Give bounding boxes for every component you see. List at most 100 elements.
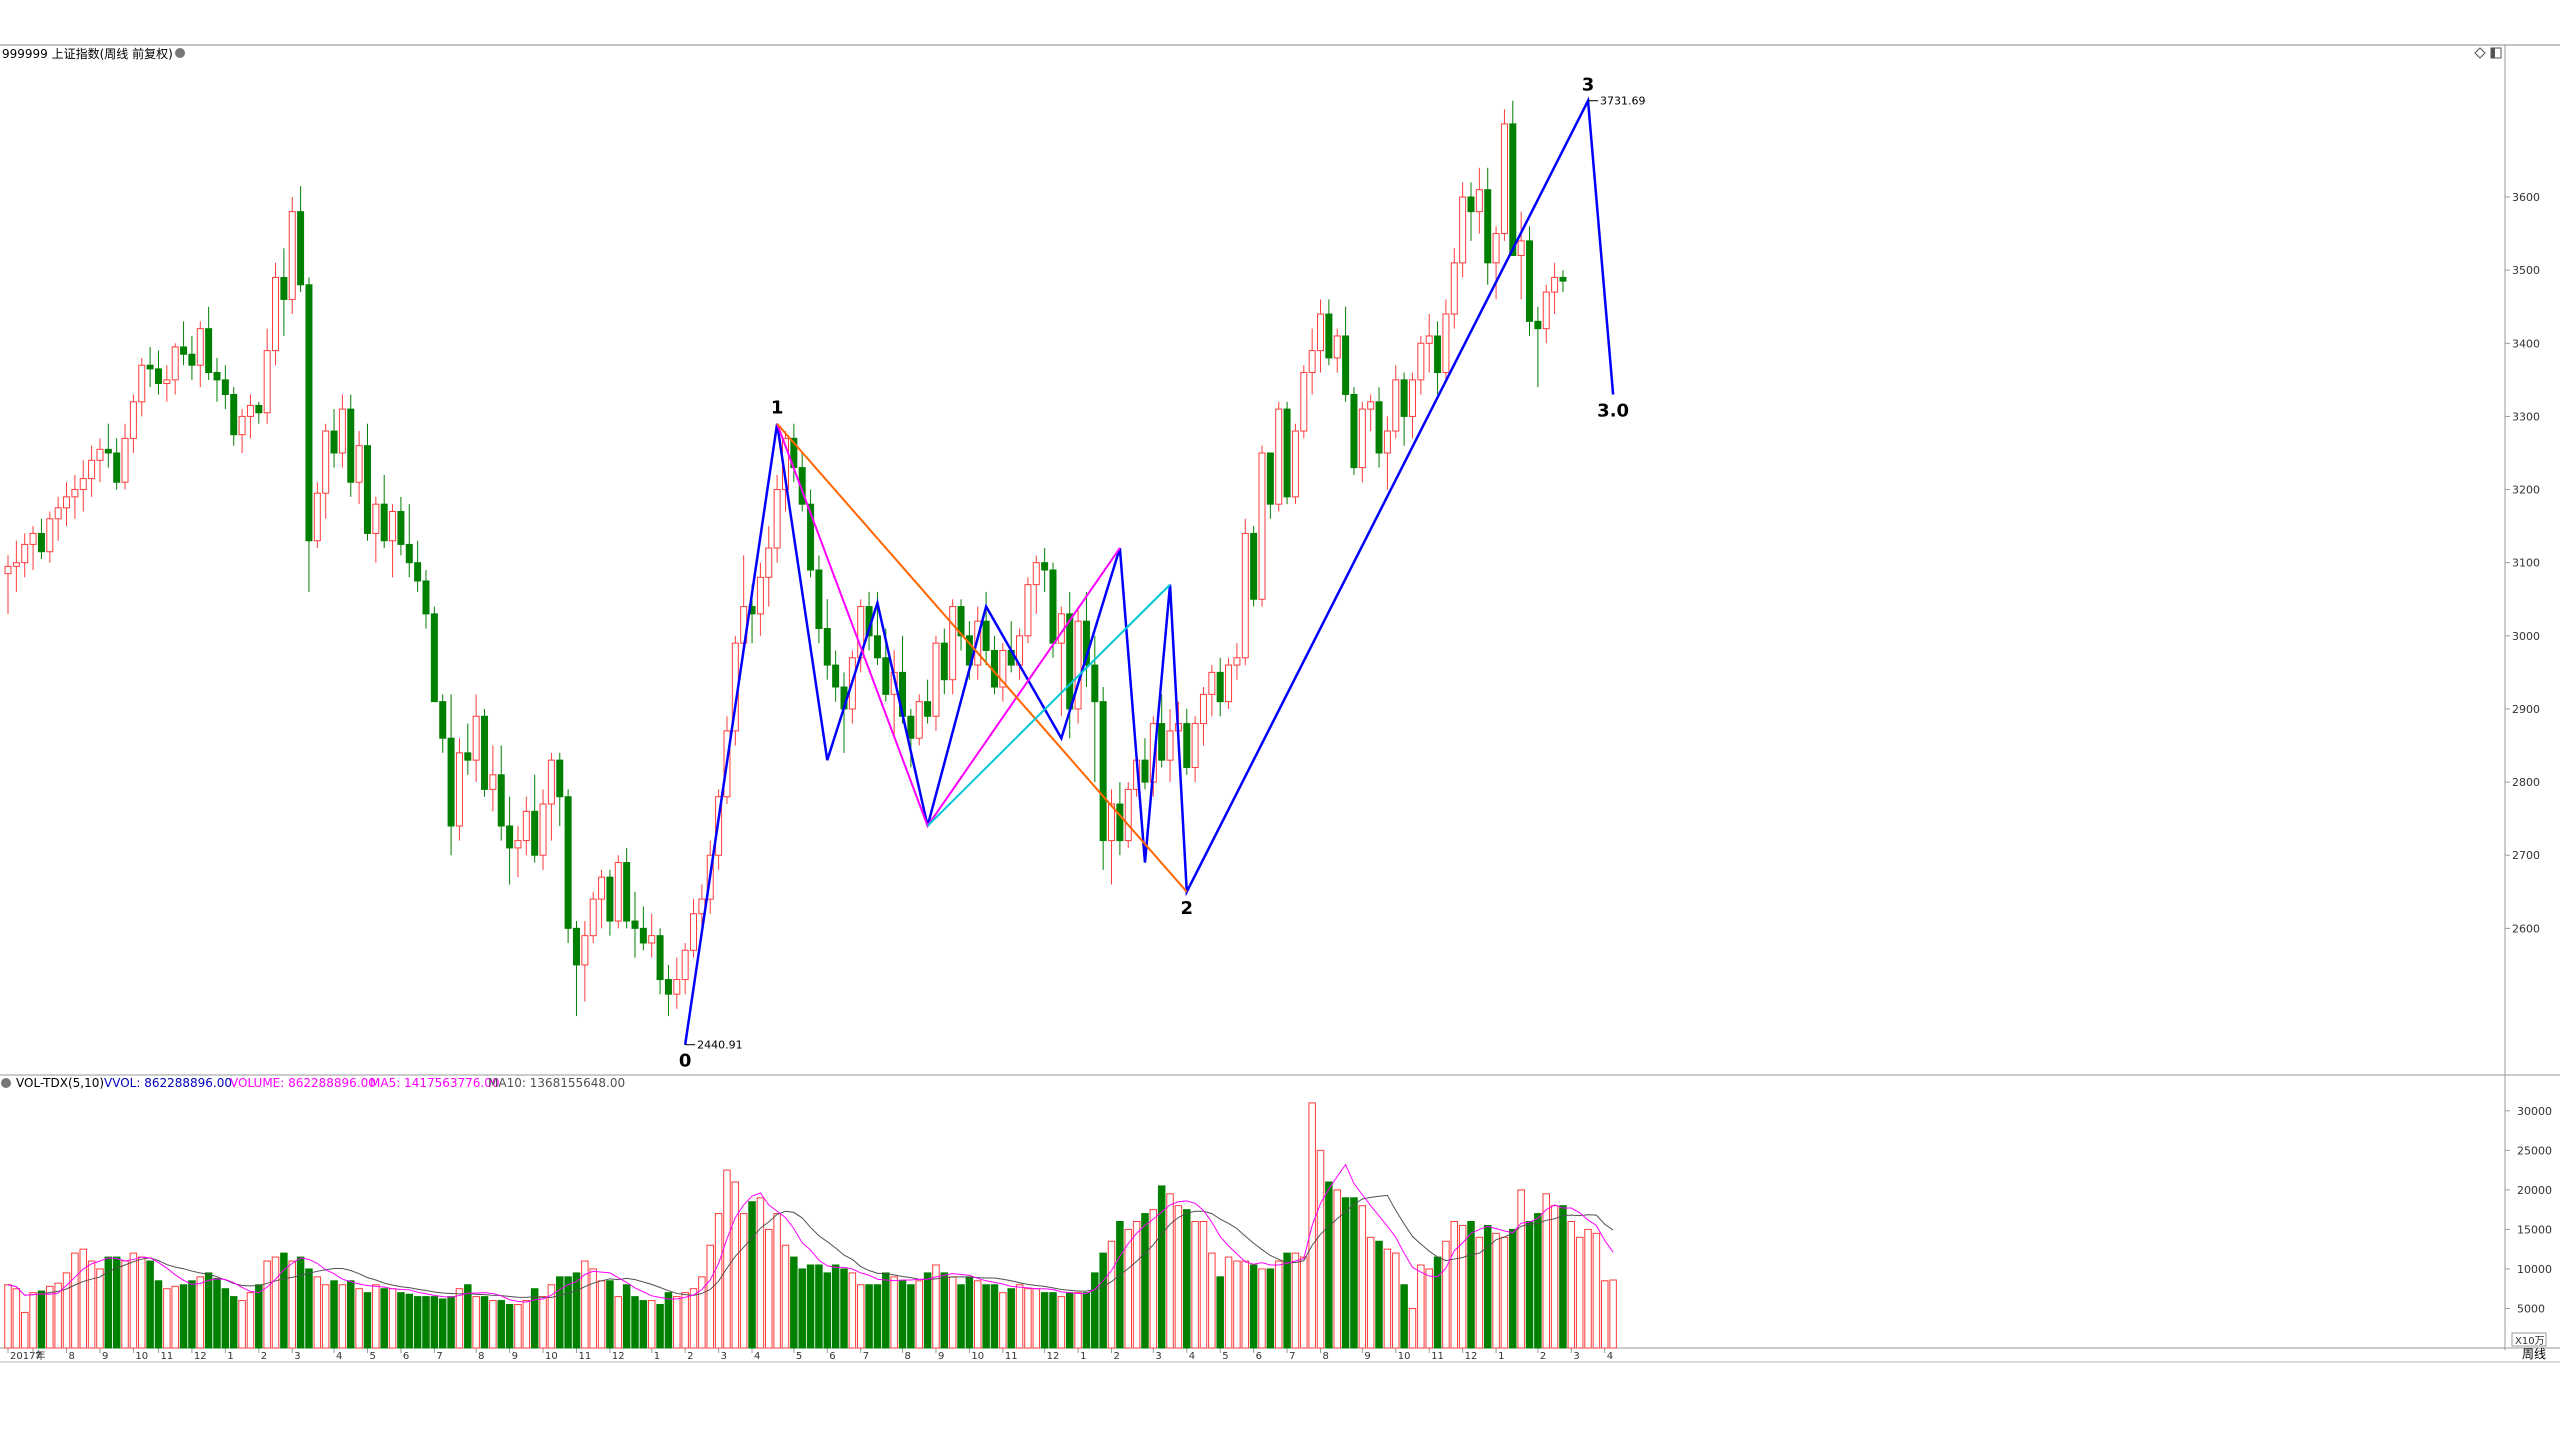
date-tick-label: 12: [194, 1351, 207, 1362]
price-tick-label: 2700: [2512, 849, 2540, 862]
volume-bar-up: [706, 1244, 714, 1349]
volume-bar-up: [171, 1285, 179, 1349]
candle-body-up: [539, 803, 547, 856]
candle-body-down: [631, 920, 639, 929]
date-tick-label: 9: [1364, 1351, 1370, 1362]
date-tick-label: 5: [369, 1351, 375, 1362]
volume-bar-up: [1567, 1221, 1576, 1349]
volume-bar-down: [464, 1284, 472, 1349]
volume-bar-up: [1241, 1260, 1250, 1349]
period-label[interactable]: 周线: [2522, 1347, 2546, 1361]
settings-icon[interactable]: [175, 48, 185, 58]
volume-bar-up: [71, 1252, 79, 1349]
candle-body-down: [664, 979, 672, 995]
price-tick-label: 3300: [2512, 410, 2540, 423]
panel-toggle-icon[interactable]: [2490, 47, 2502, 59]
volume-bar-up: [915, 1280, 923, 1349]
candle-body-down: [464, 752, 472, 761]
candle-body-down: [1041, 562, 1049, 571]
volume-bar-up: [739, 1213, 748, 1349]
candle-body-up: [288, 211, 296, 300]
volume-bar-up: [246, 1292, 255, 1349]
wave-label: 3.0: [1597, 400, 1629, 421]
volume-bar-down: [405, 1293, 414, 1349]
volume-bar-up: [1166, 1193, 1174, 1349]
volume-bar-up: [547, 1284, 556, 1349]
candle-body-down: [1375, 401, 1383, 454]
candle-body-down: [506, 825, 514, 849]
volume-bar-down: [1375, 1240, 1383, 1349]
volume-bar-down: [1049, 1292, 1057, 1349]
candle-body-up: [547, 759, 555, 805]
volume-bar-down: [112, 1256, 121, 1349]
volume-bar-down: [748, 1201, 756, 1349]
volume-bar-up: [263, 1260, 271, 1349]
volume-bar-up: [455, 1288, 464, 1349]
candle-body-up: [1275, 408, 1283, 505]
volume-bar-up: [948, 1276, 957, 1349]
candle-body-down: [564, 796, 572, 929]
volume-bar-down: [606, 1280, 614, 1349]
volume-bar-up: [698, 1276, 706, 1349]
candle-body-down: [1183, 723, 1191, 768]
candle-body-down: [823, 628, 831, 666]
candle-body-down: [447, 737, 455, 827]
volume-bar-down: [1065, 1292, 1074, 1349]
volume-bar-down: [1283, 1252, 1291, 1349]
volume-bar-down: [1091, 1272, 1099, 1349]
volume-bar-up: [87, 1260, 96, 1349]
candle-body-up: [598, 876, 606, 900]
candle-body-up: [96, 448, 104, 461]
candle-body-up: [1317, 313, 1325, 352]
date-tick-label: 8: [478, 1351, 484, 1362]
candle-body-down: [1325, 313, 1333, 359]
date-tick-label: 3: [294, 1351, 300, 1362]
volume-bar-up: [29, 1292, 37, 1349]
volume-bar-down: [564, 1276, 572, 1349]
candle-body-down: [213, 372, 221, 381]
candle-body-up: [12, 562, 20, 567]
date-tick-label: 5: [1222, 1351, 1228, 1362]
candle-body-up: [999, 649, 1007, 688]
wave-label: 0: [679, 1051, 692, 1072]
candle-body-down: [832, 664, 840, 688]
price-tick-label: 2900: [2512, 703, 2540, 716]
volume-bar-down: [413, 1296, 422, 1349]
volume-bar-down: [188, 1280, 196, 1349]
candle-body-down: [1509, 123, 1517, 257]
candle-body-down: [221, 379, 229, 395]
volume-bar-down: [1559, 1205, 1567, 1349]
volume-bar-up: [890, 1276, 898, 1349]
candle-body-down: [230, 393, 238, 436]
volume-bar-up: [1032, 1288, 1041, 1349]
volume-bar-down: [664, 1292, 673, 1349]
candle-body-down: [556, 759, 564, 798]
candle-body-up: [313, 492, 321, 542]
volume-bar-up: [1500, 1236, 1509, 1349]
volume-bar-down: [1141, 1213, 1149, 1349]
date-tick-label: 10: [1398, 1351, 1411, 1362]
candle-body-up: [21, 543, 29, 564]
candle-body-up: [773, 489, 781, 549]
volume-bar-down: [347, 1280, 355, 1349]
price-tick-label: 3000: [2512, 630, 2540, 643]
candle-body-up: [1199, 693, 1207, 725]
candle-body-down: [180, 346, 188, 355]
volume-bar-down: [422, 1296, 430, 1349]
volume-settings-icon[interactable]: [1, 1078, 11, 1088]
volume-bar-down: [447, 1296, 455, 1349]
volume-bar-up: [589, 1268, 597, 1349]
volume-bar-up: [999, 1292, 1007, 1349]
volume-bar-down: [1266, 1268, 1275, 1349]
volume-bar-up: [1550, 1205, 1559, 1349]
candle-body-down: [280, 276, 288, 300]
diamond-icon[interactable]: [2474, 47, 2486, 59]
date-tick-label: 11: [578, 1351, 591, 1362]
volume-bar-down: [965, 1276, 974, 1349]
candle-body-up: [63, 496, 71, 509]
candle-body-up: [932, 642, 940, 717]
price-tick-label: 3100: [2512, 557, 2540, 570]
wave-label: 2: [1180, 898, 1193, 919]
